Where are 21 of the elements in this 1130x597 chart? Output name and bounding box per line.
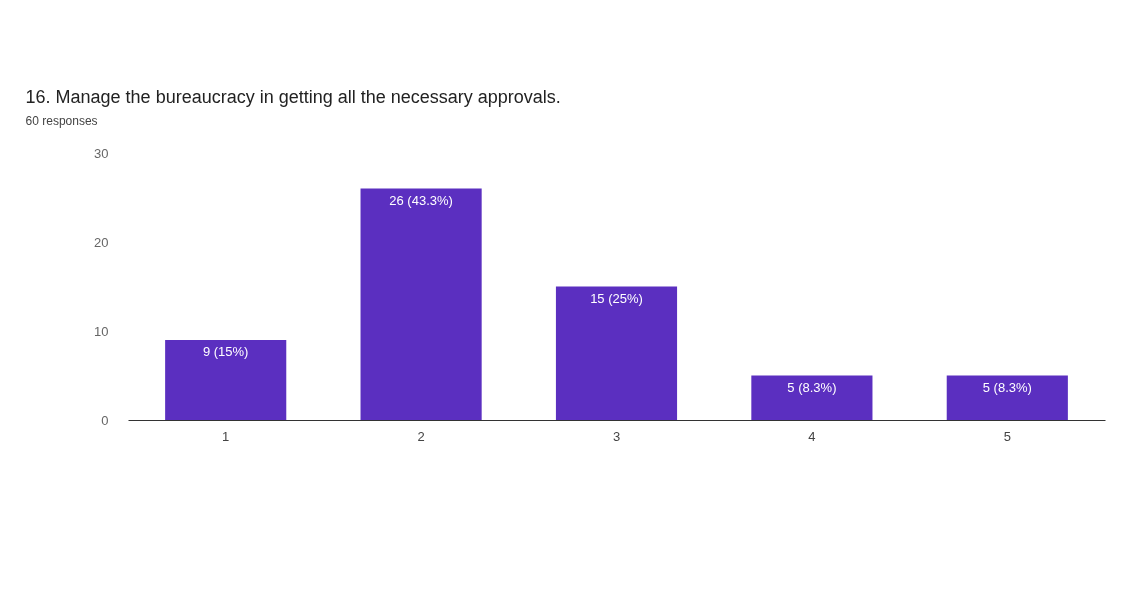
y-tick-label: 0 bbox=[101, 412, 109, 428]
chart-subtitle: 60 responses bbox=[25, 114, 98, 128]
y-tick-label: 10 bbox=[94, 323, 109, 339]
x-tick-label: 3 bbox=[612, 428, 621, 444]
bar bbox=[165, 339, 287, 420]
data-label: 9 (15%) bbox=[202, 343, 249, 359]
bar bbox=[946, 375, 1068, 420]
bar bbox=[555, 286, 678, 420]
data-label: 5 (8.3%) bbox=[787, 379, 837, 395]
data-label: 5 (8.3%) bbox=[982, 379, 1032, 395]
x-tick-label: 2 bbox=[417, 428, 425, 444]
x-tick-label: 1 bbox=[222, 428, 230, 444]
x-tick-label: 4 bbox=[808, 428, 816, 444]
data-label: 15 (25%) bbox=[590, 290, 643, 306]
y-tick-label: 30 bbox=[94, 145, 109, 161]
bar bbox=[751, 375, 873, 420]
bar bbox=[360, 188, 482, 420]
y-tick-label: 20 bbox=[94, 234, 109, 250]
x-tick-label: 5 bbox=[1003, 428, 1011, 444]
data-label: 26 (43.3%) bbox=[389, 192, 453, 208]
chart-title: 16. Manage the bureaucracy in getting all the necessary approvals. bbox=[25, 87, 561, 107]
